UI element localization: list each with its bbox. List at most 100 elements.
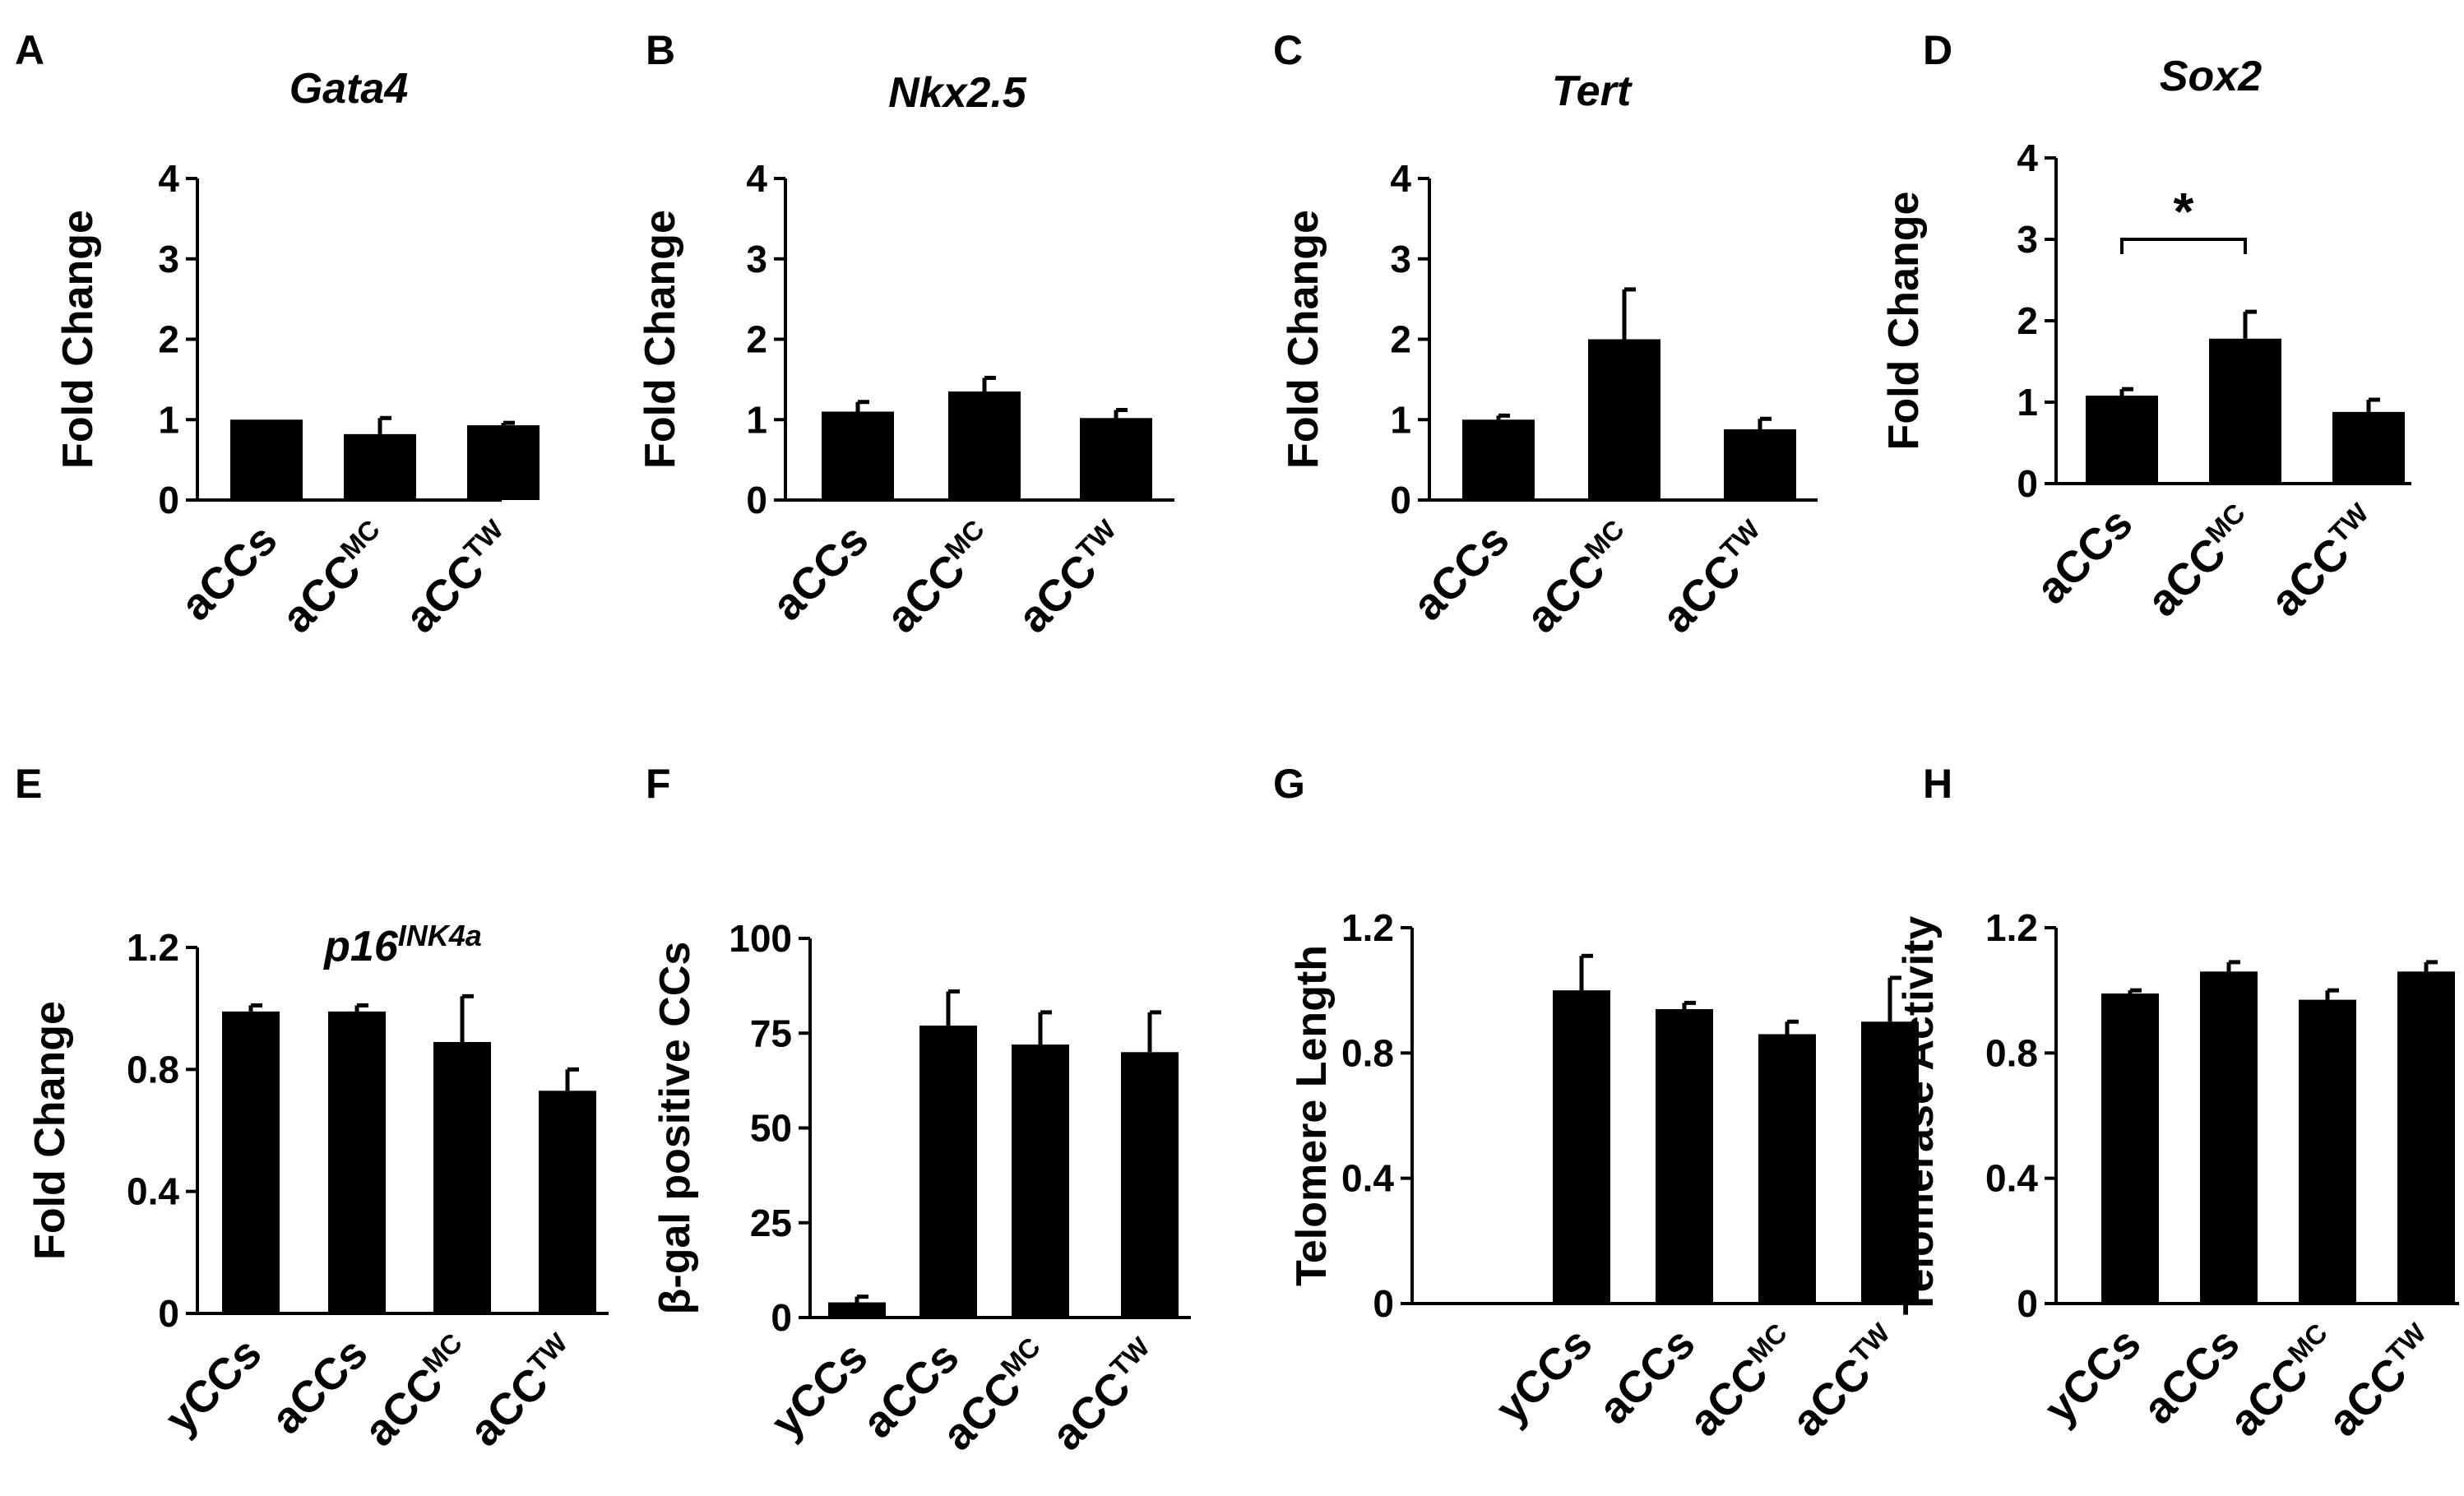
y-tick-label: 100 (729, 917, 792, 960)
significance-marker: * (2174, 182, 2194, 241)
chart-title: Tert (1552, 67, 1633, 115)
category-label: aCCTW (1041, 1331, 1170, 1460)
category-label: aCCMC (1679, 1318, 1808, 1447)
y-axis-label: β-gal positive CCs (651, 942, 699, 1315)
y-tick-label: 1 (1390, 398, 1411, 441)
y-tick-label: 0 (158, 479, 179, 521)
category-label: yCCs (762, 1332, 877, 1447)
y-tick-label: 3 (746, 238, 767, 280)
y-axis-label: Fold Change (637, 210, 684, 469)
chart-title-text: Nkx2.5 (888, 69, 1027, 117)
category-label: aCCMC (2219, 1318, 2348, 1447)
bar (2200, 971, 2258, 1304)
y-tick-label: 0.8 (1985, 1031, 2038, 1074)
panel-label: H (1923, 761, 1952, 807)
bar (2209, 338, 2281, 484)
bar (1724, 428, 1796, 500)
chart-title-text: Sox2 (2160, 53, 2262, 100)
category-label: aCCTW (395, 513, 524, 642)
bar (1588, 339, 1660, 500)
y-tick-label: 1.2 (127, 926, 179, 969)
category-label: aCCMC (876, 514, 1005, 643)
category-label-base: aCCs (2026, 498, 2142, 614)
y-tick-label: 1 (158, 398, 179, 441)
y-tick-label: 4 (746, 157, 767, 200)
y-tick-label: 1 (746, 398, 767, 441)
chart-title-text: Tert (1552, 67, 1633, 115)
y-tick-label: 0.4 (1341, 1157, 1394, 1200)
y-tick-label: 0 (1373, 1282, 1394, 1325)
bar (919, 1026, 977, 1318)
y-tick-label: 0.8 (1341, 1031, 1394, 1074)
panel-label: C (1273, 27, 1303, 73)
bar (433, 1041, 491, 1313)
panel-label: B (646, 27, 675, 73)
bar (467, 425, 540, 500)
chart-title: Gata4 (289, 65, 409, 113)
category-label: yCCs (1486, 1318, 1601, 1433)
y-tick-label: 0 (158, 1292, 179, 1335)
category-label: aCCMC (1516, 514, 1645, 643)
y-tick-label: 2 (746, 318, 767, 361)
bar (828, 1302, 886, 1318)
category-label: aCCTW (1007, 513, 1137, 642)
panel-label: E (15, 761, 42, 807)
category-label-base: aCCs (171, 515, 286, 630)
category-label: aCCs (762, 515, 878, 630)
y-axis-label: Fold Change (54, 210, 102, 469)
y-tick-label: 3 (158, 238, 179, 280)
category-label: aCCTW (2318, 1317, 2447, 1446)
bar (2299, 999, 2356, 1304)
category-label: aCCTW (1651, 513, 1781, 642)
bar (222, 1011, 280, 1313)
bar (1656, 1009, 1713, 1304)
y-axis-label: Fold Change (1880, 192, 1928, 451)
y-tick-label: 50 (750, 1107, 792, 1150)
y-tick-label: 3 (2017, 218, 2038, 261)
y-axis-label: Fold Change (26, 1001, 74, 1260)
bar (1121, 1052, 1179, 1318)
bar (1861, 1021, 1919, 1304)
bar (344, 433, 416, 500)
category-label: aCCs (171, 515, 286, 630)
y-tick-label: 0 (746, 479, 767, 521)
bar (2397, 971, 2455, 1304)
bar (2101, 993, 2159, 1304)
bar (2086, 396, 2158, 484)
y-tick-label: 25 (750, 1202, 792, 1244)
bar (1012, 1044, 1069, 1318)
panel-label: A (15, 27, 44, 73)
y-tick-label: 0 (1390, 479, 1411, 521)
category-label-base: yCCs (155, 1328, 271, 1443)
y-tick-label: 4 (1390, 157, 1411, 200)
panel-label: G (1273, 761, 1305, 807)
y-tick-label: 0 (2017, 462, 2038, 505)
category-label: aCCTW (459, 1327, 588, 1456)
chart-title-text: p16 (322, 923, 399, 970)
bar (948, 391, 1021, 500)
category-label-base: yCCs (762, 1332, 877, 1447)
category-label-base: yCCs (1486, 1318, 1601, 1433)
category-label: aCCs (1403, 515, 1518, 630)
chart-title-text: Gata4 (289, 65, 409, 113)
bar (2332, 411, 2405, 484)
bar (328, 1011, 386, 1313)
category-label-base: yCCs (2035, 1318, 2150, 1433)
y-axis-label: Telomere Length (1288, 945, 1336, 1286)
y-tick-label: 0.8 (127, 1048, 179, 1091)
y-axis-label: Telomerase Activity (1895, 916, 1943, 1316)
bar (1758, 1034, 1816, 1304)
bar (1462, 419, 1535, 500)
y-tick-label: 75 (750, 1012, 792, 1054)
bar (230, 419, 303, 500)
bar (822, 411, 894, 500)
